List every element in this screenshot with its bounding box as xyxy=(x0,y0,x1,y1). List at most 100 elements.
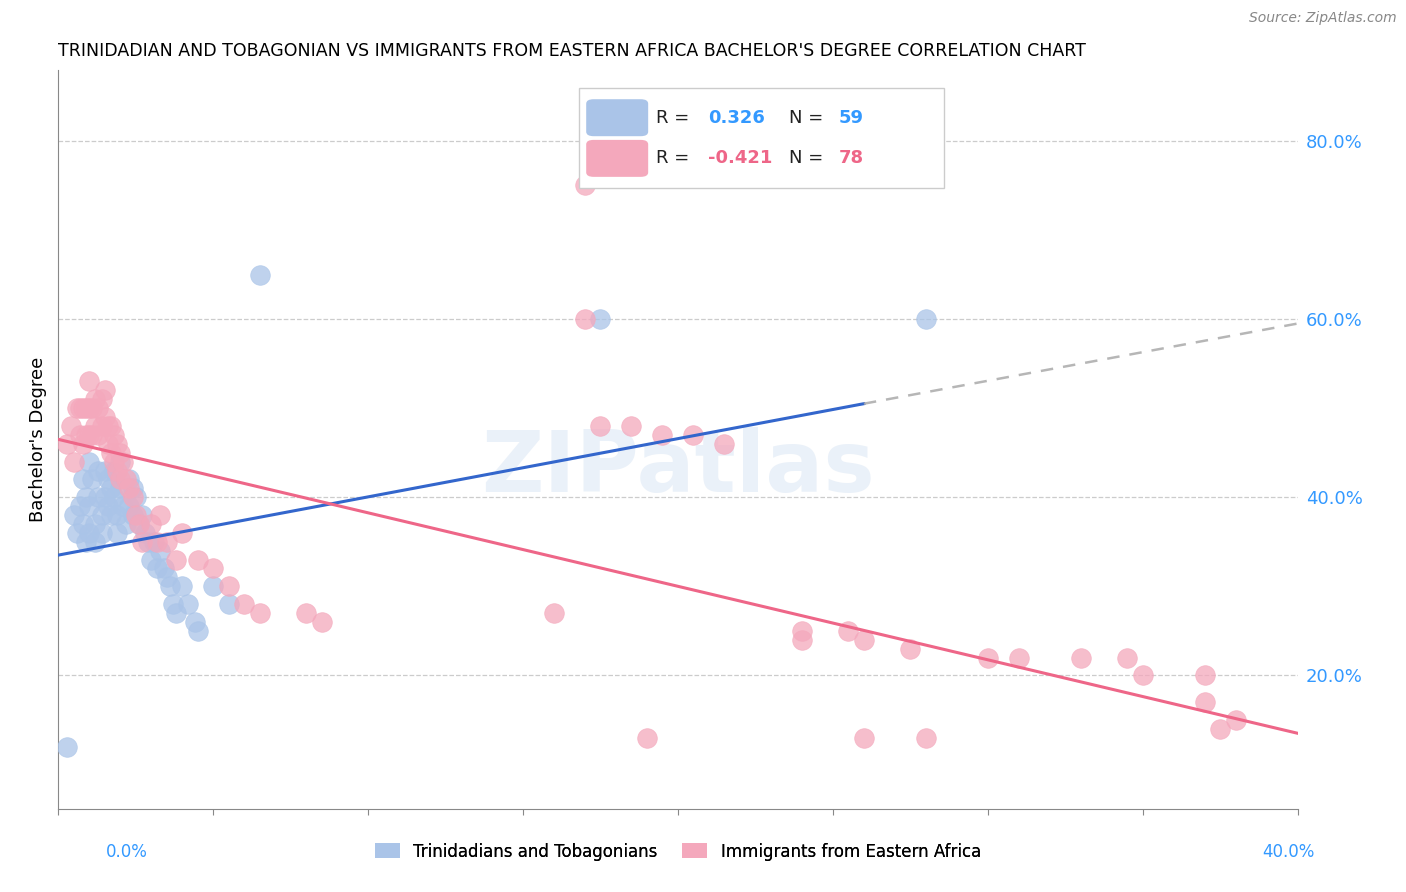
Text: R =: R = xyxy=(655,149,695,168)
Point xyxy=(84,534,107,549)
Point xyxy=(90,392,112,407)
Point xyxy=(183,615,205,629)
Point xyxy=(82,472,104,486)
Text: N =: N = xyxy=(790,149,830,168)
Point xyxy=(1209,722,1232,736)
Point xyxy=(218,597,240,611)
Point xyxy=(97,419,120,434)
Point xyxy=(837,624,859,638)
Point xyxy=(108,454,131,468)
Point xyxy=(156,570,179,584)
Point xyxy=(165,606,187,620)
Point xyxy=(543,606,565,620)
Point xyxy=(103,454,125,468)
Point xyxy=(1194,668,1216,682)
Point xyxy=(121,490,143,504)
Point xyxy=(87,490,110,504)
Point xyxy=(93,384,115,398)
Point xyxy=(156,534,179,549)
Point xyxy=(651,428,673,442)
Point xyxy=(218,579,240,593)
Point xyxy=(159,579,181,593)
Point xyxy=(139,552,162,566)
Point xyxy=(56,437,79,451)
Point xyxy=(1070,650,1092,665)
Point xyxy=(713,437,735,451)
Point xyxy=(75,534,97,549)
Point xyxy=(1116,650,1139,665)
Point xyxy=(636,731,658,745)
Point xyxy=(69,401,91,416)
Point xyxy=(134,525,156,540)
Text: TRINIDADIAN AND TOBAGONIAN VS IMMIGRANTS FROM EASTERN AFRICA BACHELOR'S DEGREE C: TRINIDADIAN AND TOBAGONIAN VS IMMIGRANTS… xyxy=(58,42,1085,60)
Point xyxy=(105,525,128,540)
Point xyxy=(72,516,94,531)
Point xyxy=(66,525,89,540)
Point xyxy=(82,401,104,416)
Point xyxy=(202,561,225,575)
Point xyxy=(589,312,612,326)
Point xyxy=(1008,650,1031,665)
Point xyxy=(898,641,921,656)
Point xyxy=(62,508,84,522)
Text: -0.421: -0.421 xyxy=(707,149,772,168)
Point xyxy=(136,534,159,549)
Text: 0.326: 0.326 xyxy=(707,109,765,127)
Point xyxy=(69,428,91,442)
Point xyxy=(105,437,128,451)
FancyBboxPatch shape xyxy=(586,140,648,177)
Point xyxy=(93,463,115,477)
Point xyxy=(100,445,122,459)
Legend: Trinidadians and Tobagonians, Immigrants from Eastern Africa: Trinidadians and Tobagonians, Immigrants… xyxy=(368,836,988,867)
Point xyxy=(131,508,153,522)
Point xyxy=(143,534,166,549)
Point xyxy=(187,624,209,638)
Point xyxy=(77,525,100,540)
Point xyxy=(72,401,94,416)
Point xyxy=(790,624,813,638)
Point xyxy=(100,508,122,522)
Point xyxy=(75,428,97,442)
Point xyxy=(295,606,318,620)
Point xyxy=(90,508,112,522)
Text: 0.0%: 0.0% xyxy=(105,843,148,861)
Text: 40.0%: 40.0% xyxy=(1263,843,1315,861)
Point xyxy=(84,392,107,407)
Text: 78: 78 xyxy=(839,149,865,168)
Point xyxy=(1132,668,1154,682)
Point xyxy=(84,419,107,434)
Point xyxy=(105,463,128,477)
Point xyxy=(75,401,97,416)
Point xyxy=(121,481,143,495)
Point xyxy=(72,437,94,451)
Point xyxy=(574,178,596,193)
Point xyxy=(87,428,110,442)
Point xyxy=(121,508,143,522)
Point xyxy=(72,472,94,486)
Point xyxy=(87,401,110,416)
Point xyxy=(124,490,146,504)
Point xyxy=(128,516,150,531)
Point xyxy=(165,552,187,566)
FancyBboxPatch shape xyxy=(579,88,945,188)
Point xyxy=(87,463,110,477)
Point xyxy=(103,428,125,442)
Point xyxy=(93,490,115,504)
Point xyxy=(93,410,115,425)
Point xyxy=(105,508,128,522)
Point xyxy=(103,463,125,477)
Text: R =: R = xyxy=(655,109,695,127)
Point xyxy=(202,579,225,593)
Text: N =: N = xyxy=(790,109,830,127)
Point xyxy=(1194,695,1216,709)
Point xyxy=(914,731,936,745)
Point xyxy=(62,454,84,468)
Point xyxy=(152,561,174,575)
Point xyxy=(620,419,643,434)
Point xyxy=(131,534,153,549)
Point xyxy=(108,445,131,459)
Point xyxy=(177,597,200,611)
Point xyxy=(108,481,131,495)
Point xyxy=(118,472,141,486)
Point xyxy=(108,472,131,486)
